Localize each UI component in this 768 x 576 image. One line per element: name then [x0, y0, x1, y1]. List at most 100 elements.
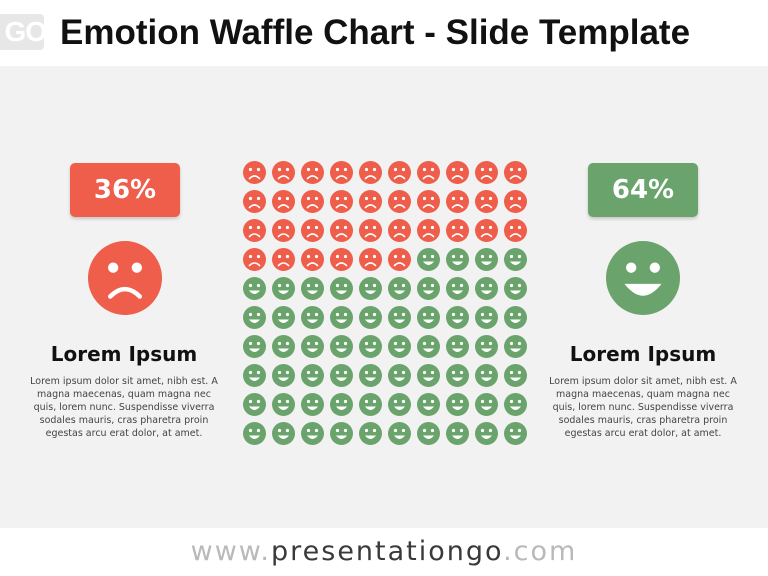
waffle-cell-happy-face-icon [388, 306, 411, 329]
waffle-cell-happy-face-icon [243, 306, 266, 329]
waffle-cell-happy-face-icon [301, 335, 324, 358]
happy-body-text: Lorem ipsum dolor sit amet, nibh est. A … [549, 376, 737, 439]
waffle-cell-happy-face-icon [243, 393, 266, 416]
waffle-cell-happy-face-icon [475, 393, 498, 416]
slide-title: Emotion Waffle Chart - Slide Template [60, 13, 691, 52]
waffle-cell-happy-face-icon [388, 393, 411, 416]
waffle-cell-happy-face-icon [330, 364, 353, 387]
waffle-cell-sad-face-icon [359, 219, 382, 242]
waffle-cell-happy-face-icon [301, 364, 324, 387]
waffle-cell-sad-face-icon [388, 190, 411, 213]
waffle-cell-happy-face-icon [301, 422, 324, 445]
waffle-cell-sad-face-icon [330, 190, 353, 213]
waffle-cell-happy-face-icon [330, 422, 353, 445]
sad-percent-badge: 36% [70, 163, 180, 217]
waffle-cell-happy-face-icon [272, 277, 295, 300]
happy-heading: Lorem Ipsum [569, 342, 717, 366]
waffle-cell-happy-face-icon [359, 422, 382, 445]
waffle-cell-happy-face-icon [417, 393, 440, 416]
waffle-cell-sad-face-icon [330, 248, 353, 271]
waffle-cell-happy-face-icon [417, 335, 440, 358]
waffle-cell-happy-face-icon [504, 422, 527, 445]
sad-body-text: Lorem ipsum dolor sit amet, nibh est. A … [30, 376, 218, 439]
waffle-cell-happy-face-icon [417, 306, 440, 329]
waffle-cell-happy-face-icon [504, 248, 527, 271]
waffle-cell-happy-face-icon [417, 364, 440, 387]
waffle-cell-happy-face-icon [446, 422, 469, 445]
waffle-cell-happy-face-icon [272, 335, 295, 358]
waffle-cell-sad-face-icon [417, 161, 440, 184]
waffle-cell-happy-face-icon [475, 277, 498, 300]
waffle-cell-happy-face-icon [475, 248, 498, 271]
waffle-cell-sad-face-icon [504, 219, 527, 242]
waffle-cell-happy-face-icon [243, 422, 266, 445]
waffle-cell-happy-face-icon [359, 393, 382, 416]
slide-header: GO Emotion Waffle Chart - Slide Template [0, 0, 768, 66]
waffle-cell-happy-face-icon [330, 306, 353, 329]
sad-face-icon [88, 241, 162, 315]
waffle-cell-happy-face-icon [301, 393, 324, 416]
waffle-cell-happy-face-icon [359, 335, 382, 358]
waffle-chart [243, 161, 527, 445]
waffle-cell-sad-face-icon [330, 219, 353, 242]
waffle-cell-happy-face-icon [504, 393, 527, 416]
footer-url-suffix: .com [503, 536, 578, 567]
waffle-cell-sad-face-icon [359, 248, 382, 271]
waffle-cell-happy-face-icon [446, 277, 469, 300]
waffle-cell-happy-face-icon [301, 277, 324, 300]
happy-face-icon [606, 241, 680, 315]
waffle-cell-sad-face-icon [446, 161, 469, 184]
waffle-cell-happy-face-icon [388, 335, 411, 358]
waffle-cell-happy-face-icon [359, 306, 382, 329]
waffle-cell-sad-face-icon [301, 190, 324, 213]
waffle-cell-sad-face-icon [388, 161, 411, 184]
waffle-cell-happy-face-icon [330, 393, 353, 416]
sad-heading: Lorem Ipsum [50, 342, 198, 366]
waffle-cell-happy-face-icon [417, 277, 440, 300]
slide-footer [0, 528, 768, 576]
waffle-cell-happy-face-icon [243, 277, 266, 300]
waffle-cell-happy-face-icon [504, 335, 527, 358]
waffle-cell-happy-face-icon [301, 306, 324, 329]
waffle-cell-sad-face-icon [446, 190, 469, 213]
waffle-cell-happy-face-icon [446, 335, 469, 358]
waffle-cell-happy-face-icon [446, 364, 469, 387]
waffle-cell-sad-face-icon [475, 190, 498, 213]
waffle-cell-sad-face-icon [446, 219, 469, 242]
footer-url[interactable]: www.presentationgo.com [0, 533, 768, 571]
waffle-cell-sad-face-icon [504, 190, 527, 213]
waffle-cell-happy-face-icon [417, 422, 440, 445]
waffle-cell-sad-face-icon [301, 161, 324, 184]
waffle-cell-sad-face-icon [417, 190, 440, 213]
waffle-cell-sad-face-icon [301, 219, 324, 242]
happy-percent-badge: 64% [588, 163, 698, 217]
waffle-cell-sad-face-icon [475, 161, 498, 184]
waffle-cell-happy-face-icon [446, 248, 469, 271]
waffle-cell-sad-face-icon [330, 161, 353, 184]
waffle-cell-happy-face-icon [388, 277, 411, 300]
waffle-cell-sad-face-icon [388, 248, 411, 271]
waffle-cell-sad-face-icon [272, 190, 295, 213]
waffle-cell-happy-face-icon [504, 306, 527, 329]
footer-url-domain: presentationgo [271, 536, 504, 567]
waffle-cell-sad-face-icon [243, 190, 266, 213]
logo-text: GO [4, 16, 47, 47]
waffle-cell-happy-face-icon [388, 364, 411, 387]
waffle-cell-happy-face-icon [359, 277, 382, 300]
waffle-cell-happy-face-icon [446, 393, 469, 416]
waffle-cell-happy-face-icon [272, 393, 295, 416]
waffle-cell-happy-face-icon [272, 306, 295, 329]
waffle-cell-happy-face-icon [417, 248, 440, 271]
waffle-cell-happy-face-icon [504, 364, 527, 387]
waffle-cell-happy-face-icon [243, 364, 266, 387]
waffle-cell-happy-face-icon [330, 335, 353, 358]
waffle-cell-happy-face-icon [272, 422, 295, 445]
waffle-cell-happy-face-icon [475, 422, 498, 445]
waffle-cell-sad-face-icon [388, 219, 411, 242]
waffle-cell-sad-face-icon [272, 219, 295, 242]
waffle-cell-sad-face-icon [272, 161, 295, 184]
footer-url-prefix: www. [190, 536, 271, 567]
waffle-cell-happy-face-icon [330, 277, 353, 300]
waffle-cell-happy-face-icon [475, 306, 498, 329]
waffle-cell-happy-face-icon [243, 335, 266, 358]
